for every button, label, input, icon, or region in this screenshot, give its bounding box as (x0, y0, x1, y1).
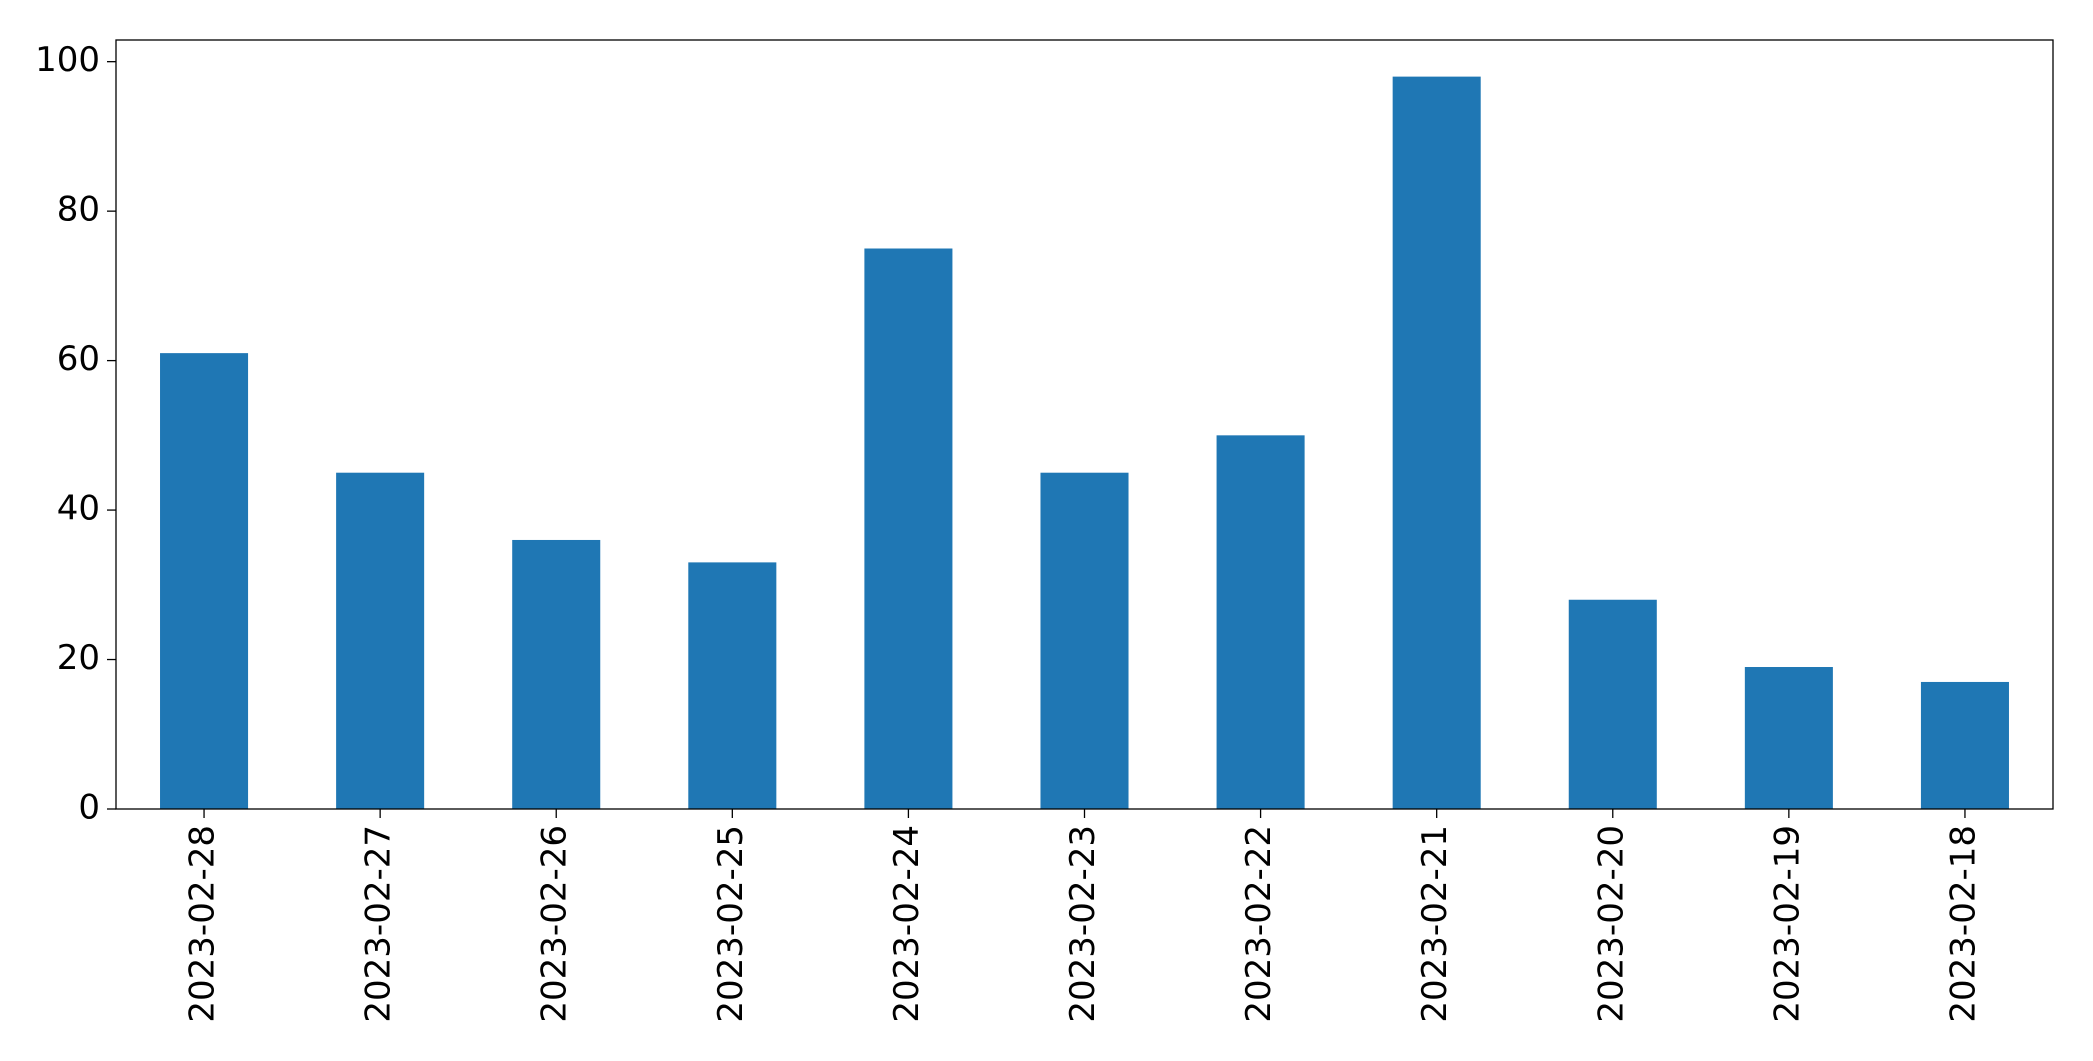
bar (1040, 472, 1129, 809)
y-tick-label: 0 (78, 788, 100, 828)
x-tick-label: 2023-02-22 (1239, 825, 1279, 1023)
bar (1920, 681, 2009, 809)
y-tick-label: 100 (35, 40, 100, 80)
bar (1392, 76, 1481, 810)
bar (864, 248, 953, 809)
y-tick-label: 40 (57, 489, 100, 529)
bar (1216, 435, 1305, 809)
x-tick-label: 2023-02-24 (887, 825, 927, 1023)
bar (688, 562, 777, 809)
x-tick-label: 2023-02-25 (711, 825, 751, 1023)
x-tick-label: 2023-02-27 (359, 825, 399, 1023)
x-tick-label: 2023-02-20 (1591, 825, 1631, 1023)
y-tick-label: 80 (57, 190, 100, 230)
bar (160, 353, 249, 809)
bar (1568, 599, 1657, 809)
y-tick-label: 60 (57, 339, 100, 379)
y-tick-label: 20 (57, 638, 100, 678)
x-tick-label: 2023-02-23 (1063, 825, 1103, 1023)
x-tick-label: 2023-02-21 (1415, 825, 1455, 1023)
bar (512, 539, 601, 809)
x-tick-label: 2023-02-19 (1767, 825, 1807, 1023)
x-tick-label: 2023-02-18 (1943, 825, 1983, 1023)
x-tick-label: 2023-02-26 (535, 825, 575, 1023)
bar (336, 472, 425, 809)
x-tick-label: 2023-02-28 (183, 825, 223, 1023)
bar (1744, 667, 1833, 809)
plot-frame (115, 39, 2054, 810)
